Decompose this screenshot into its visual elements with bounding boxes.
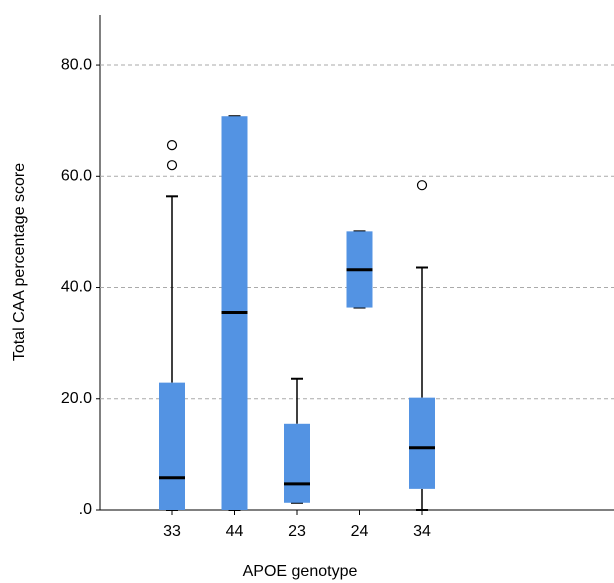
x-tick-label: 23 xyxy=(288,523,306,540)
outlier xyxy=(416,180,428,191)
y-tick-label: 60.0 xyxy=(61,168,92,185)
y-tick-label: .0 xyxy=(79,501,92,518)
outlier xyxy=(166,160,178,171)
box xyxy=(284,423,310,503)
y-tick-label: 20.0 xyxy=(61,390,92,407)
box xyxy=(159,382,185,510)
x-tick-label: 33 xyxy=(163,523,181,540)
y-tick-label: 40.0 xyxy=(61,279,92,296)
outlier xyxy=(166,140,178,151)
box xyxy=(409,397,435,489)
y-axis-label: Total CAA percentage score xyxy=(11,163,28,361)
x-tick-label: 34 xyxy=(413,523,431,540)
x-tick-label: 24 xyxy=(351,523,369,540)
x-tick-label: 44 xyxy=(226,523,244,540)
x-axis-label: APOE genotype xyxy=(243,563,358,580)
y-tick-label: 80.0 xyxy=(61,56,92,73)
